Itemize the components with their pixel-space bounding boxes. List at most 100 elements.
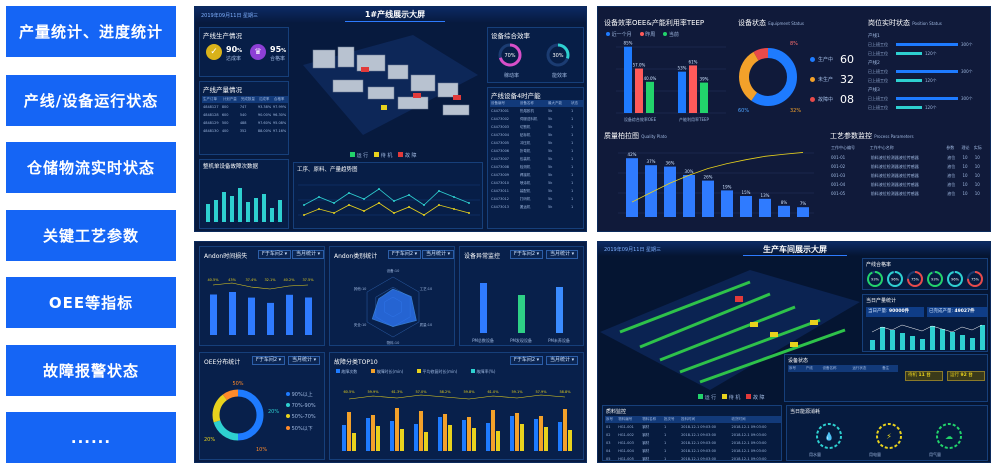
cell: 10 <box>974 164 980 169</box>
fault-bar <box>238 188 242 222</box>
line-dashboard-screenshot: 2019年09月11日 星期三 1#产线展示大屏 产线生产情况 ✓ 90% 达成… <box>194 6 587 232</box>
line-select[interactable]: F于车间2 ▾ <box>510 356 544 365</box>
trend-box: 工序、原料、产量趋势图 <box>293 162 483 229</box>
output-line <box>871 324 983 333</box>
andon-time-box: Andon时间损失 F于车间2 ▾ 当月统计 ▾ 40.5% 43% 37.4% 32… <box>199 246 325 346</box>
cell: 折弯机 <box>519 148 531 153</box>
device-status-table: 序号 产线 设备名称 运行状态 备注 <box>788 365 898 372</box>
line-select[interactable]: F于车间2 ▾ <box>510 250 544 259</box>
period-select[interactable]: 当月统计 ▾ <box>546 356 579 365</box>
radar-label: 安全:10 <box>354 322 367 327</box>
quality-bar <box>797 207 809 217</box>
trend-series-line <box>303 188 470 206</box>
radar-label: 物料:10 <box>387 340 400 345</box>
cell: HG1-001 <box>618 425 634 429</box>
fault-bar <box>496 431 500 451</box>
period-select[interactable]: 当月统计 ▾ <box>422 250 455 259</box>
cell: 装配机 <box>519 188 531 193</box>
trend-point <box>333 202 335 204</box>
quality-value-label: 26% <box>704 175 713 180</box>
status-item-idle: 未生产 32 <box>810 69 860 89</box>
oee-bar <box>635 68 643 113</box>
post-row: 已上班工位 120个 <box>868 103 988 112</box>
fault-bar <box>400 429 404 451</box>
fault-bar <box>278 200 282 222</box>
oee1-label: 稼动率 <box>504 73 520 79</box>
cell: 2018-12-1 09:03:00 <box>681 457 717 461</box>
oee-value-label: 39% <box>700 77 709 82</box>
fault-top-chart: 60.5% 59.9% 61.3% 57.0% 58.2% 59.8% 61.0% 59.1%… <box>342 390 572 451</box>
period-select[interactable]: 当月统计 ▾ <box>546 250 579 259</box>
cell: 001-05 <box>831 191 846 196</box>
fault-bar <box>443 414 447 451</box>
nav-button-more[interactable]: ...... <box>6 412 176 463</box>
gas-icon: ☁ <box>945 432 953 441</box>
fault-top-title: 故障分类TOP10 <box>334 359 378 366</box>
period-select[interactable]: 当月统计 ▾ <box>292 250 325 259</box>
post-group-label: 产线1 <box>868 34 880 39</box>
fault-rate-line <box>348 394 566 400</box>
cell: 1 <box>571 141 574 145</box>
col-header: 参数 <box>946 145 955 150</box>
status-legend: 运 行 待 机 故 障 <box>350 152 417 159</box>
cell: 500 <box>221 121 229 125</box>
andon-line <box>212 282 309 290</box>
nav-button-output[interactable]: 产量统计、进度统计 <box>6 6 176 57</box>
cell: 540 <box>239 113 247 117</box>
oee1-value: 70% <box>504 53 515 59</box>
col-header: 工作中心编号 <box>831 145 855 150</box>
quality-bar <box>721 190 733 217</box>
trend-point <box>348 204 350 206</box>
nav-button-process-params[interactable]: 关键工艺参数 <box>6 210 176 261</box>
cell: 液位 <box>947 190 956 196</box>
cell: 4848127 <box>203 105 219 109</box>
cell: 5k <box>547 157 553 161</box>
page-title: 生产车间展示大屏 <box>743 244 847 256</box>
cell: 1 <box>664 433 667 437</box>
table-row: C4473007 包装机 5k 1 <box>490 155 583 163</box>
donut-label: 32% <box>790 108 801 114</box>
legend-standby: 待 机 <box>374 152 392 159</box>
donut-label: 8% <box>790 41 798 47</box>
legend-fault: 故 障 <box>398 152 417 159</box>
device-table: 设备编号 设备名称 最大产能 状态 C4473001 热熔胶机 5k 1 C447300… <box>490 100 583 211</box>
nav-button-oee[interactable]: OEE等指标 <box>6 277 176 328</box>
nav-button-line-status[interactable]: 产线/设备运行状态 <box>6 75 176 126</box>
cell: 03 <box>606 441 611 445</box>
cell: 400 <box>221 129 229 133</box>
post-value: 300个 <box>961 68 973 74</box>
cell: 钢材 <box>642 432 650 437</box>
quality-value-label: 37% <box>647 159 656 164</box>
trend-point <box>408 206 410 208</box>
andon-bar <box>248 297 255 335</box>
post-title: 岗位实时状态 Position Status <box>868 19 942 27</box>
cell: 5k <box>547 149 553 153</box>
cell: 1 <box>571 205 574 209</box>
fault-bar <box>539 416 543 451</box>
cell: 1 <box>664 449 667 453</box>
andon-time-chart: 40.5% 43% 37.4% 32.1% 40.2% 37.5% <box>207 278 314 335</box>
cell: 伺服送料机 <box>519 116 538 121</box>
nav-button-alarm[interactable]: 故障报警状态 <box>6 345 176 396</box>
total-output: 当日产量: 90000件 <box>866 307 924 317</box>
cell: 001-03 <box>831 173 846 178</box>
fault-bar <box>534 419 538 451</box>
cell: 液位 <box>947 163 956 169</box>
status-value: 60 <box>840 52 854 66</box>
line-select[interactable]: F于车间2 ▾ <box>258 250 292 259</box>
oee-value-label: 57.0% <box>633 63 646 68</box>
output-bar <box>950 332 955 350</box>
period-select[interactable]: 当月统计 ▾ <box>288 356 321 365</box>
check-icon: ✓ <box>206 44 222 60</box>
andon-bar <box>229 292 236 335</box>
oee-title: 设备综合效率 <box>491 32 530 40</box>
post-label: 已上班工位 <box>868 68 888 74</box>
rate-value: 96% <box>891 278 899 282</box>
line-select[interactable]: F于车间2 ▾ <box>252 356 286 365</box>
output-bar <box>880 327 885 350</box>
cell: 钢材 <box>642 424 650 429</box>
nav-button-warehouse[interactable]: 仓储物流实时状态 <box>6 142 176 193</box>
line-select[interactable]: F于车间2 ▾ <box>388 250 422 259</box>
standby-stat: 待机 11 台 <box>905 371 943 381</box>
material-title: 质料监控 <box>606 409 627 415</box>
